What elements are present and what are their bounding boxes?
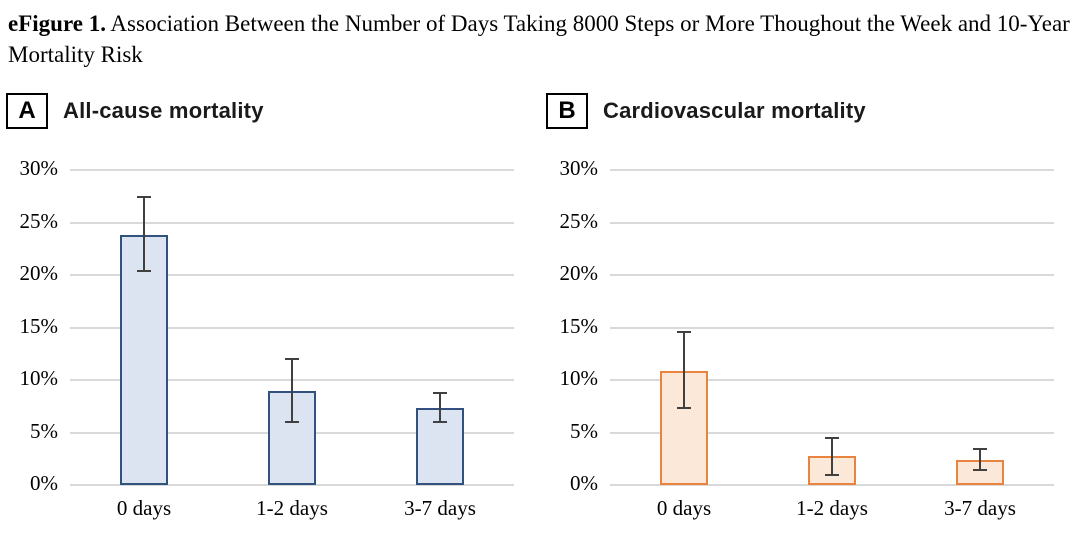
- panel-a-header: A All-cause mortality: [6, 93, 264, 129]
- bar-1-2-days: [268, 390, 316, 485]
- chart-cardiovascular-mortality: 0% 5% 10% 15% 20% 25% 30% 0 days 1-2 days 3-7 day…: [540, 150, 1080, 534]
- panel-a-letter: A: [18, 97, 36, 124]
- bar-0-days: [120, 235, 168, 485]
- y-tick-label: 25%: [19, 208, 59, 233]
- gridline: [70, 326, 514, 329]
- bar-3-7-days: [416, 408, 464, 485]
- error-bar-cap-bottom-1-2-days: [285, 421, 299, 423]
- error-bar-cap-bottom-3-7-days: [973, 469, 987, 472]
- error-bar-line-3-7-days: [979, 449, 981, 471]
- error-bar-line-1-2-days: [831, 437, 833, 475]
- error-bar-cap-bottom-1-2-days: [825, 473, 839, 476]
- gridline: [610, 221, 1054, 224]
- error-bar-cap-top-1-2-days: [285, 358, 299, 360]
- gridline: [70, 169, 514, 171]
- gridline: [610, 274, 1054, 276]
- panel-b-header: B Cardiovascular mortality: [546, 93, 866, 129]
- panel-a-heading: All-cause mortality: [63, 98, 264, 123]
- y-tick-label: 10%: [19, 366, 59, 390]
- panel-cardiovascular-mortality: B Cardiovascular mortality 0% 5% 10% 15% 20%…: [540, 90, 1080, 534]
- error-bar-line-3-7-days: [439, 392, 441, 422]
- panel-a-letter-box: A: [6, 93, 48, 129]
- error-bar-cap-bottom-0-days: [677, 407, 691, 410]
- y-tick-label: 5%: [30, 418, 58, 443]
- figure-title: eFigure 1. Association Between the Numbe…: [8, 8, 1074, 70]
- error-bar-line-0-days: [683, 331, 685, 409]
- y-tick-label: 30%: [19, 156, 59, 180]
- x-category-label-3-7-days: 3-7 days: [944, 496, 1016, 520]
- gridline: [70, 274, 514, 276]
- y-tick-label: 15%: [559, 313, 599, 338]
- figure-label: eFigure 1.: [8, 11, 106, 36]
- gridline: [610, 484, 1054, 486]
- y-tick-label: 10%: [559, 366, 599, 390]
- y-tick-label: 0%: [570, 471, 598, 495]
- x-category-label-0-days: 0 days: [656, 496, 712, 520]
- y-tick-label: 5%: [570, 418, 598, 443]
- y-tick-label: 30%: [559, 156, 599, 180]
- y-tick-label: 20%: [19, 261, 59, 285]
- chart-all-cause-mortality: 0% 5% 10% 15% 20% 25% 30% 0 days 1-2 days 3-7 day…: [0, 150, 540, 534]
- panel-all-cause-mortality: A All-cause mortality 0% 5% 10% 15% 20% 25% 30…: [0, 90, 540, 534]
- panel-b-heading: Cardiovascular mortality: [603, 98, 866, 123]
- gridline: [610, 169, 1054, 171]
- error-bar-cap-top-0-days: [137, 196, 151, 199]
- error-bar-line-0-days: [143, 197, 145, 271]
- y-tick-label: 20%: [559, 261, 599, 285]
- error-bar-cap-bottom-3-7-days: [433, 421, 447, 423]
- y-tick-label: 0%: [30, 471, 58, 495]
- panel-b-letter-box: B: [546, 93, 588, 129]
- gridline: [610, 326, 1054, 329]
- gridline: [610, 431, 1054, 434]
- gridline: [70, 484, 514, 486]
- y-tick-label: 25%: [559, 208, 599, 233]
- error-bar-line-1-2-days: [291, 359, 293, 422]
- x-category-label-1-2-days: 1-2 days: [256, 496, 328, 520]
- error-bar-cap-top-3-7-days: [973, 448, 987, 451]
- x-category-label-0-days: 0 days: [116, 496, 172, 520]
- panel-b-letter: B: [558, 97, 576, 124]
- gridline: [70, 221, 514, 224]
- y-tick-label: 15%: [19, 313, 59, 338]
- error-bar-cap-top-1-2-days: [825, 436, 839, 439]
- figure-title-text: Association Between the Number of Days T…: [8, 11, 1070, 67]
- gridline: [610, 379, 1054, 381]
- error-bar-cap-top-3-7-days: [433, 391, 447, 394]
- x-category-label-3-7-days: 3-7 days: [404, 496, 476, 520]
- error-bar-cap-top-0-days: [677, 330, 691, 333]
- x-category-label-1-2-days: 1-2 days: [796, 496, 868, 520]
- error-bar-cap-bottom-0-days: [137, 269, 151, 272]
